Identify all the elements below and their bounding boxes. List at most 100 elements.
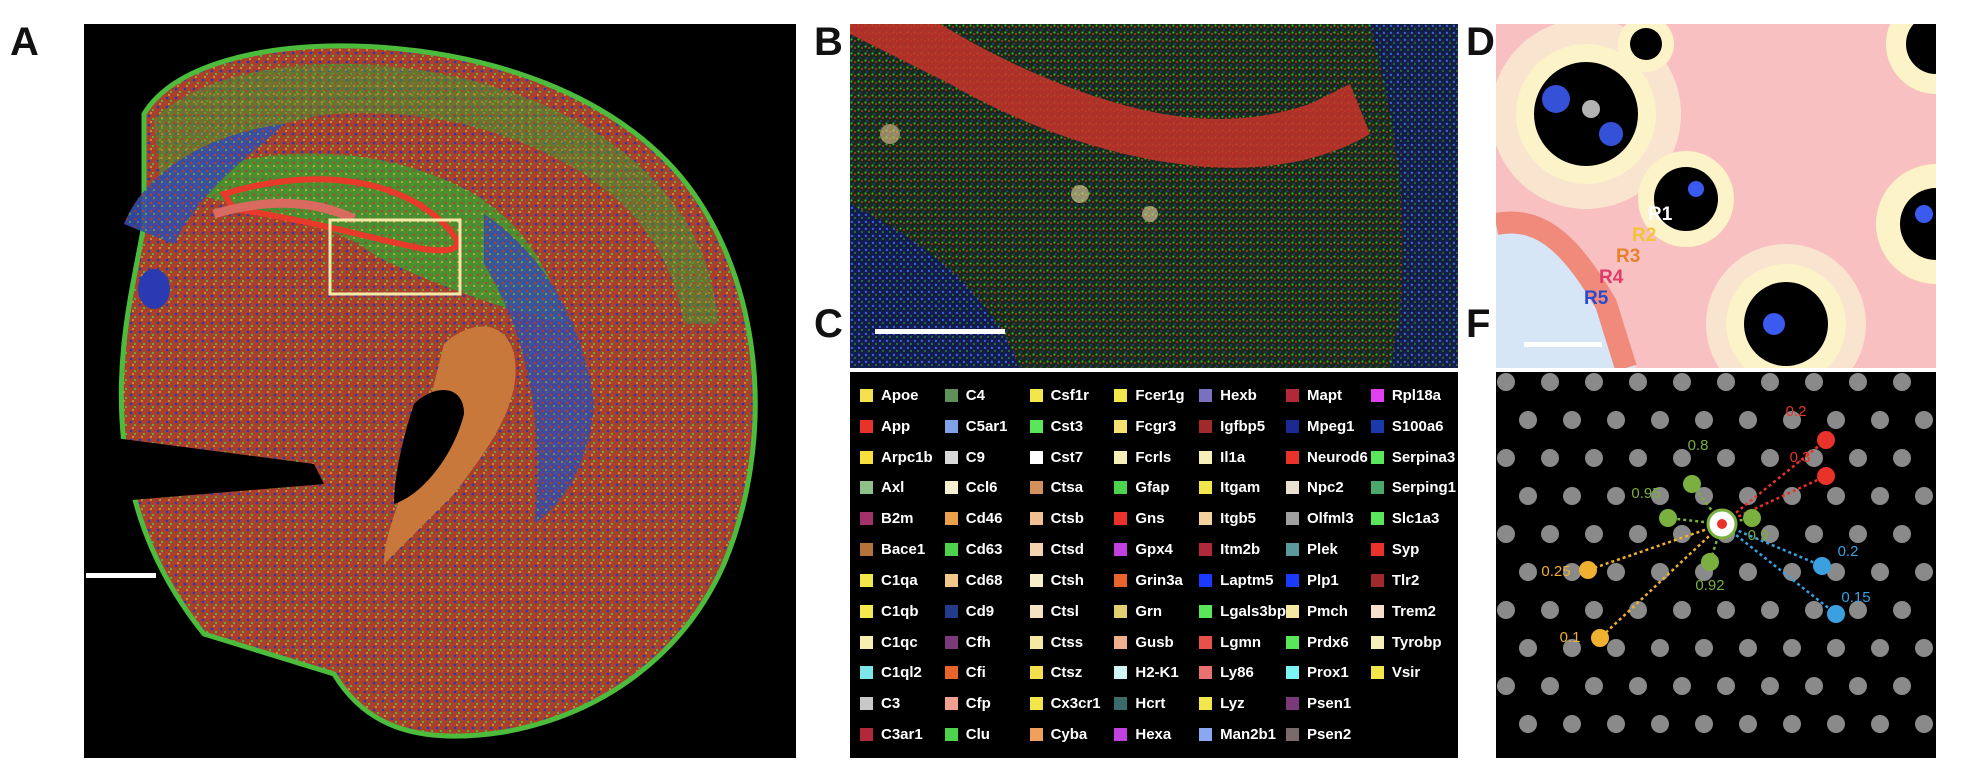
legend-label: Hexb (1220, 386, 1257, 404)
grid-spot (1651, 563, 1669, 581)
weight-link (1721, 474, 1827, 526)
legend-label: Axl (881, 479, 905, 497)
legend-swatch (1286, 573, 1300, 587)
legend-label: C1qa (881, 571, 918, 589)
legend-swatch (1286, 635, 1300, 649)
grid-spot (1849, 601, 1867, 619)
legend-swatch (1029, 543, 1043, 557)
legend-swatch (860, 512, 873, 526)
legend-label: Apoe (881, 386, 919, 404)
legend-swatch (860, 604, 873, 618)
grid-spot (1915, 639, 1933, 657)
legend-item: Ctsh (1029, 565, 1115, 596)
legend-item: Igfbp5 (1199, 411, 1286, 442)
legend-label: Syp (1391, 541, 1420, 559)
legend-swatch (860, 388, 873, 402)
legend-label: Itgam (1220, 479, 1261, 497)
legend-swatch (1029, 419, 1043, 433)
legend-label: Arpc1b (881, 448, 933, 466)
legend-swatch (944, 604, 958, 618)
legend-item: Pmch (1286, 596, 1371, 627)
legend-item: Man2b1 (1199, 719, 1286, 750)
weight-label: 0.1 (1560, 629, 1581, 646)
legend-item: Serping1 (1370, 473, 1456, 504)
grid-spot (1783, 487, 1801, 505)
grid-spot (1541, 677, 1559, 695)
ring-regions-drawing (1496, 24, 1936, 368)
legend-label: Plp1 (1307, 571, 1339, 589)
grid-spot (1893, 601, 1911, 619)
legend-swatch (1114, 388, 1128, 402)
grid-spot (1629, 525, 1647, 543)
grid-spot (1519, 411, 1537, 429)
legend-swatch (1029, 573, 1043, 587)
legend-swatch (944, 728, 958, 742)
legend-label: C1qc (881, 633, 918, 651)
grid-spot (1607, 411, 1625, 429)
legend-swatch (1199, 543, 1213, 557)
legend-swatch (944, 388, 958, 402)
legend-label: Il1a (1220, 448, 1246, 466)
legend-swatch (1370, 635, 1384, 649)
grid-spot (1871, 487, 1889, 505)
legend-swatch (1199, 666, 1213, 680)
legend-item: Itgb5 (1199, 503, 1286, 534)
legend-label: Gpx4 (1135, 541, 1173, 559)
grid-spot (1519, 563, 1537, 581)
legend-swatch (1199, 419, 1213, 433)
legend-swatch (1114, 419, 1128, 433)
legend-item: Gpx4 (1114, 534, 1199, 565)
grid-spot (1805, 449, 1823, 467)
legend-item: Tyrobp (1370, 627, 1456, 658)
legend-item: Ctsb (1029, 503, 1115, 534)
legend-swatch (860, 543, 873, 557)
legend-swatch (1114, 635, 1128, 649)
legend-label: Hexa (1135, 726, 1172, 744)
legend-swatch (1114, 573, 1128, 587)
grid-spot (1827, 715, 1845, 733)
legend-swatch (1370, 604, 1384, 618)
legend-item: Fcrls (1114, 442, 1199, 473)
legend-label: Plek (1307, 541, 1338, 559)
weight-link (1721, 439, 1827, 525)
neighbourhood-weights-diagram: 0.2 0.3 0.8 0.95 0.9 0.92 0.25 0.1 0.2 0.15 (1496, 372, 1936, 758)
grid-spot (1915, 411, 1933, 429)
grid-spot (1849, 677, 1867, 695)
weight-link (1599, 523, 1723, 639)
legend-swatch (1114, 543, 1128, 557)
grid-spot (1497, 525, 1515, 543)
legend-swatch (944, 419, 958, 433)
legend-label: Neurod6 (1307, 448, 1368, 466)
grid-spot (1651, 639, 1669, 657)
legend-swatch (1199, 481, 1213, 495)
legend-label: Cd68 (965, 571, 1003, 589)
grid-spot (1783, 639, 1801, 657)
grid-spot (1915, 715, 1933, 733)
grid-spot (1717, 373, 1735, 391)
legend-swatch (1199, 388, 1213, 402)
legend-label: Ctss (1050, 633, 1084, 651)
legend-item: Mapt (1286, 380, 1371, 411)
legend-item: C1qa (860, 565, 945, 596)
legend-swatch (1029, 604, 1043, 618)
legend-item: Lgmn (1199, 627, 1286, 658)
grid-spot (1761, 677, 1779, 695)
grid-spot (1871, 639, 1889, 657)
grid-spot (1849, 525, 1867, 543)
grid-spot (1893, 449, 1911, 467)
grid-spot (1607, 639, 1625, 657)
legend-label: Pmch (1307, 602, 1348, 620)
grid-spot (1805, 677, 1823, 695)
legend-label: Serping1 (1391, 479, 1456, 497)
grid-spot (1607, 563, 1625, 581)
grid-spot (1585, 677, 1603, 695)
legend-label: Vsir (1391, 664, 1421, 682)
grid-spot (1805, 525, 1823, 543)
legend-item: C9 (944, 442, 1030, 473)
legend-item: Lyz (1199, 688, 1286, 719)
legend-swatch (944, 697, 958, 711)
legend-swatch (1370, 419, 1384, 433)
legend-swatch (1199, 450, 1213, 464)
legend-label: Npc2 (1307, 479, 1344, 497)
legend-label: Cx3cr1 (1050, 695, 1101, 713)
